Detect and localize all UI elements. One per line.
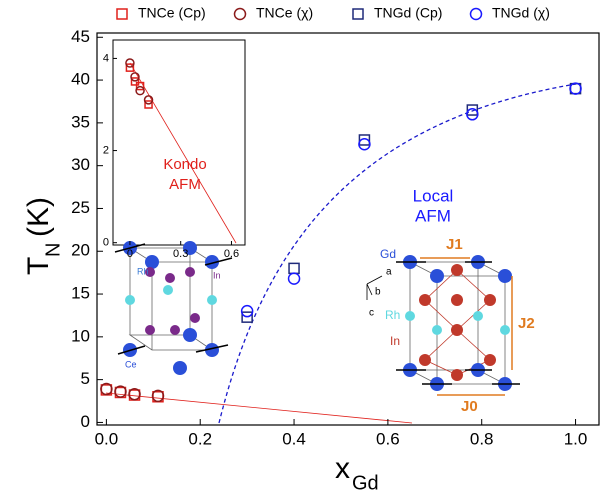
marker bbox=[144, 100, 153, 109]
legend-marker bbox=[233, 7, 247, 21]
marker bbox=[135, 81, 145, 91]
atom-label: Rh bbox=[385, 308, 400, 322]
axis-label: c bbox=[369, 308, 374, 319]
fit-line bbox=[105, 392, 413, 424]
legend-marker bbox=[116, 8, 128, 20]
x-tick-label: 0.6 bbox=[376, 429, 400, 448]
marker bbox=[466, 108, 479, 121]
atoms-left bbox=[114, 241, 233, 375]
annotation: Local bbox=[413, 186, 454, 205]
legend-label: TNCe (χ) bbox=[256, 5, 313, 21]
marker bbox=[358, 134, 371, 146]
y-axis-label: T bbox=[22, 257, 55, 275]
coupling-label: J2 bbox=[518, 315, 535, 332]
annotation: Kondo bbox=[163, 156, 206, 173]
y-tick-label: 10 bbox=[71, 326, 90, 345]
atom-label: Rh bbox=[137, 266, 149, 276]
legend-label: TNGd (Cp) bbox=[374, 5, 442, 21]
legend-marker bbox=[469, 7, 483, 21]
y-tick-label: 40 bbox=[71, 70, 90, 89]
y-tick-label: 2 bbox=[103, 144, 109, 156]
marker bbox=[241, 311, 253, 323]
y-tick-label: 5 bbox=[81, 369, 90, 388]
legend-marker bbox=[352, 8, 364, 20]
marker bbox=[288, 262, 300, 275]
x-axis-label: x bbox=[335, 452, 350, 485]
marker bbox=[125, 63, 135, 72]
axis-label: b bbox=[375, 287, 381, 298]
x-tick-label: 0.2 bbox=[188, 429, 212, 448]
marker bbox=[125, 58, 135, 68]
coupling-label: J1 bbox=[446, 236, 463, 253]
marker bbox=[569, 82, 582, 95]
x-tick-label: 0 bbox=[127, 248, 133, 260]
x-tick-label: 0.8 bbox=[470, 429, 494, 448]
y-tick-label: 0 bbox=[103, 237, 109, 249]
x-tick-label: 0.6 bbox=[224, 248, 239, 260]
coupling-label: J0 bbox=[461, 398, 478, 415]
y-tick-label: 15 bbox=[71, 284, 90, 303]
marker bbox=[287, 272, 301, 285]
y-axis-label-unit: (K) bbox=[22, 197, 55, 237]
y-tick-label: 45 bbox=[71, 27, 90, 46]
marker bbox=[100, 382, 113, 396]
y-tick-label: 30 bbox=[71, 155, 90, 174]
annotation: AFM bbox=[169, 176, 201, 193]
marker bbox=[240, 304, 254, 318]
axis-label: a bbox=[386, 267, 392, 278]
y-tick-label: 35 bbox=[71, 112, 90, 131]
atoms-right bbox=[396, 255, 520, 396]
atom-label: Gd bbox=[380, 247, 396, 261]
y-tick-label: 4 bbox=[103, 52, 109, 64]
fit-curve bbox=[218, 83, 577, 424]
crystal-left bbox=[128, 247, 214, 351]
legend-label: TNCe (Cp) bbox=[138, 5, 206, 21]
x-tick-label: 0.4 bbox=[282, 429, 306, 448]
legend-label: TNGd (χ) bbox=[492, 5, 550, 21]
x-tick-label: 0.0 bbox=[95, 429, 119, 448]
plot-frame bbox=[96, 32, 600, 426]
marker bbox=[130, 77, 140, 86]
inset-frame bbox=[112, 39, 246, 246]
y-axis-label-sub: N bbox=[42, 243, 64, 257]
x-tick-label: 0.3 bbox=[173, 248, 188, 260]
marker bbox=[135, 85, 145, 96]
marker bbox=[466, 104, 479, 116]
marker bbox=[358, 138, 371, 151]
x-axis-label-sub: Gd bbox=[352, 472, 379, 494]
y-tick-label: 20 bbox=[71, 241, 90, 260]
x-tick-label: 1.0 bbox=[564, 429, 588, 448]
marker bbox=[143, 95, 154, 105]
marker bbox=[130, 72, 140, 82]
annotation: AFM bbox=[415, 206, 451, 225]
y-tick-label: 25 bbox=[71, 198, 90, 217]
marker bbox=[151, 389, 165, 403]
y-tick-label: 0 bbox=[81, 412, 90, 431]
marker bbox=[128, 387, 141, 401]
atom-label: In bbox=[213, 270, 221, 280]
atom-label: Ce bbox=[125, 359, 137, 369]
inset-fit-line bbox=[129, 62, 237, 244]
atom-label: In bbox=[390, 334, 400, 348]
marker bbox=[114, 385, 127, 398]
